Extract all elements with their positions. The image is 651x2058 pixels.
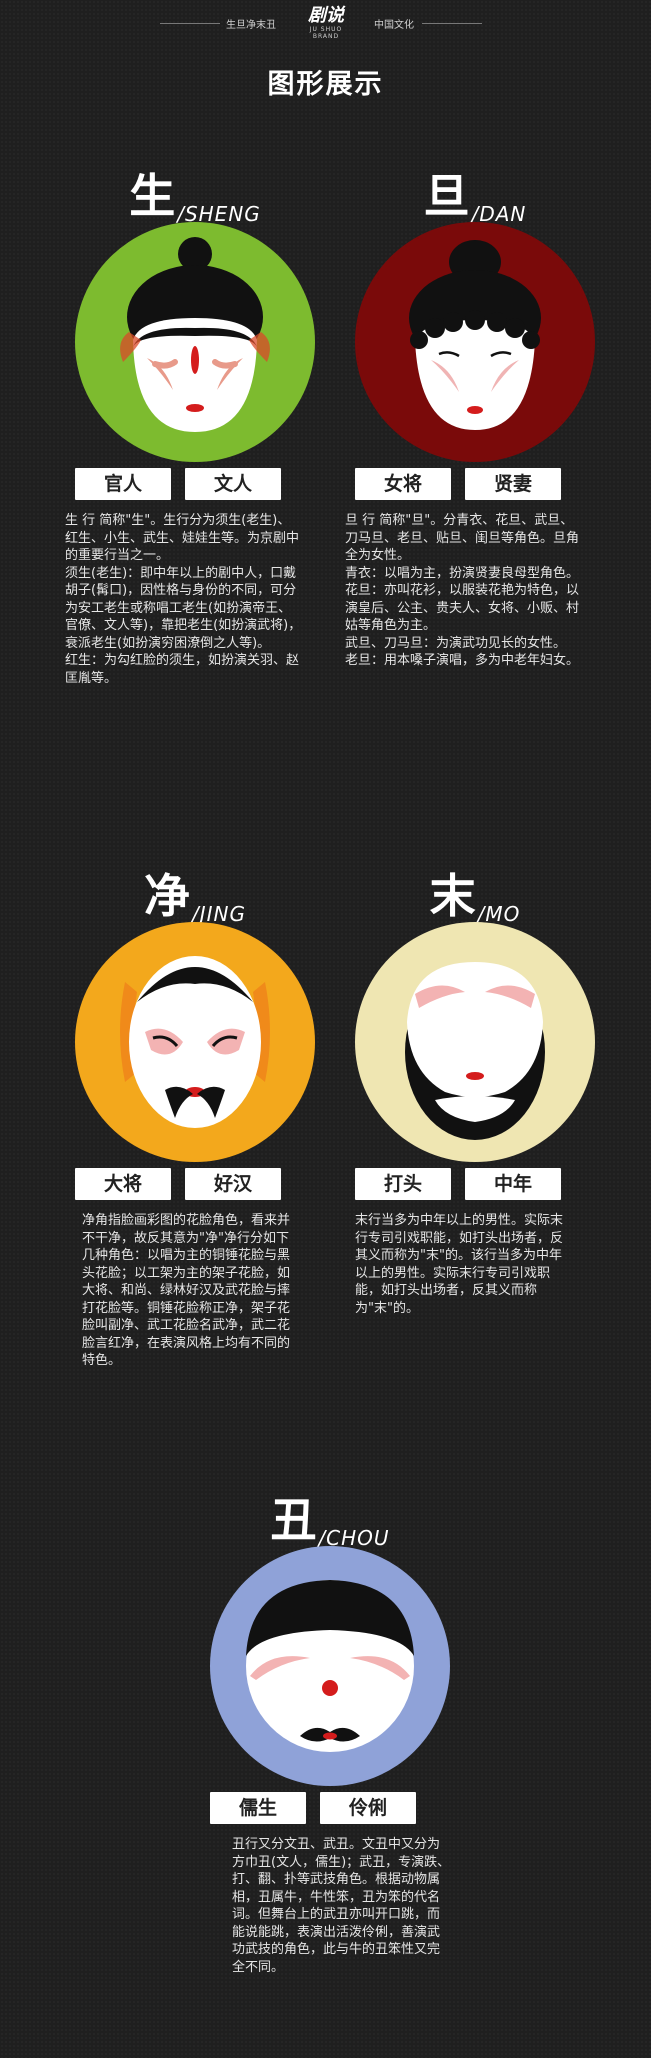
role-heading: 丑/CHOU xyxy=(190,1484,470,1550)
page-title: 图形展示 xyxy=(267,69,384,100)
description-paragraph: 青衣：以唱为主，扮演贤妻良母型角色。 xyxy=(345,565,580,581)
role-hanzi: 生 xyxy=(129,169,176,223)
role-tag: 官人 xyxy=(75,468,171,500)
brand-logo: 剧说 JU SHUO BRAND xyxy=(296,5,356,41)
role-description: 末行当多为中年以上的男性。实际末行专司引戏职能，如打头出场者，反其义而称为"末"… xyxy=(355,1212,565,1317)
description-paragraph: 老旦：用本嗓子演唱，多为中老年妇女。 xyxy=(345,653,580,668)
role-description: 丑行又分文丑、武丑。文丑中又分为方巾丑(文人，儒生)；武丑，专演跌、打、翻、扑等… xyxy=(232,1836,452,1976)
role-tag: 中年 xyxy=(465,1168,561,1200)
description-paragraph: 红生：为勾红脸的须生，如扮演关羽、赵匡胤等。 xyxy=(65,653,300,686)
top-banner: 生旦净末丑 剧说 JU SHUO BRAND 中国文化 xyxy=(0,0,651,44)
brand-tagline: JU SHUO BRAND xyxy=(309,26,343,40)
role-tag: 打头 xyxy=(355,1168,451,1200)
description-paragraph: 武旦、刀马旦：为演武功见长的女性。 xyxy=(345,635,567,651)
role-heading: 末/MO xyxy=(335,860,615,926)
role-description: 净角指脸画彩图的花脸角色，看来并不干净，故反其意为"净"净行分如下几种角色：以唱… xyxy=(82,1212,290,1370)
role-tag: 贤妻 xyxy=(465,468,561,500)
description-paragraph: 丑行又分文丑、武丑。文丑中又分为方巾丑(文人，儒生)；武丑，专演跌、打、翻、扑等… xyxy=(232,1837,451,1975)
role-tag: 文人 xyxy=(185,468,281,500)
mo-face-illustration xyxy=(355,922,595,1162)
role-tag: 大将 xyxy=(75,1168,171,1200)
description-paragraph: 旦 行 简称"旦"。分青衣、花旦、武旦、刀马旦、老旦、贴旦、闺旦等角色。旦角全为… xyxy=(345,513,580,563)
role-tag: 伶俐 xyxy=(320,1792,416,1824)
description-paragraph: 净角指脸画彩图的花脸角色，看来并不干净，故反其意为"净"净行分如下几种角色：以唱… xyxy=(82,1213,291,1368)
role-pinyin: /MO xyxy=(477,902,521,926)
description-paragraph: 花旦：亦叫花衫，以服装花艳为特色，以演皇后、公主、贵夫人、女将、小贩、村姑等角色… xyxy=(345,583,580,633)
jing-face-illustration xyxy=(75,922,315,1162)
role-description: 生 行 简称"生"。生行分为须生(老生)、红生、小生、武生、娃娃生等。为京剧中的… xyxy=(65,512,303,687)
banner-left-text: 生旦净末丑 xyxy=(226,20,276,31)
description-paragraph: 末行当多为中年以上的男性。实际末行专司引戏职能，如打头出场者，反其义而称为"末"… xyxy=(355,1213,564,1316)
role-hanzi: 旦 xyxy=(423,169,470,223)
role-pinyin: /DAN xyxy=(471,202,527,226)
role-tag: 好汉 xyxy=(185,1168,281,1200)
role-hanzi: 末 xyxy=(429,869,476,923)
role-pinyin: /JING xyxy=(192,902,246,926)
role-description: 旦 行 简称"旦"。分青衣、花旦、武旦、刀马旦、老旦、贴旦、闺旦等角色。旦角全为… xyxy=(345,512,583,670)
role-hanzi: 丑 xyxy=(270,1493,317,1547)
brand-name: 剧说 xyxy=(308,5,344,26)
sheng-face-illustration xyxy=(75,222,315,462)
banner-divider-right xyxy=(422,23,482,24)
role-tag: 女将 xyxy=(355,468,451,500)
role-pinyin: /CHOU xyxy=(318,1526,390,1550)
chou-face-illustration xyxy=(210,1546,450,1786)
role-heading: 净/JING xyxy=(55,860,335,926)
dan-face-illustration xyxy=(355,222,595,462)
banner-right-text: 中国文化 xyxy=(374,20,414,31)
description-paragraph: 须生(老生)：即中年以上的剧中人，口戴胡子(髯口)，因性格与身份的不同，可分为安… xyxy=(65,565,302,651)
role-heading: 生/SHENG xyxy=(55,160,335,226)
role-pinyin: /SHENG xyxy=(177,202,261,226)
description-paragraph: 生 行 简称"生"。生行分为须生(老生)、红生、小生、武生、娃娃生等。为京剧中的… xyxy=(65,513,300,563)
banner-divider-left xyxy=(160,23,220,24)
role-heading: 旦/DAN xyxy=(335,160,615,226)
role-tag: 儒生 xyxy=(210,1792,306,1824)
role-hanzi: 净 xyxy=(144,869,190,923)
